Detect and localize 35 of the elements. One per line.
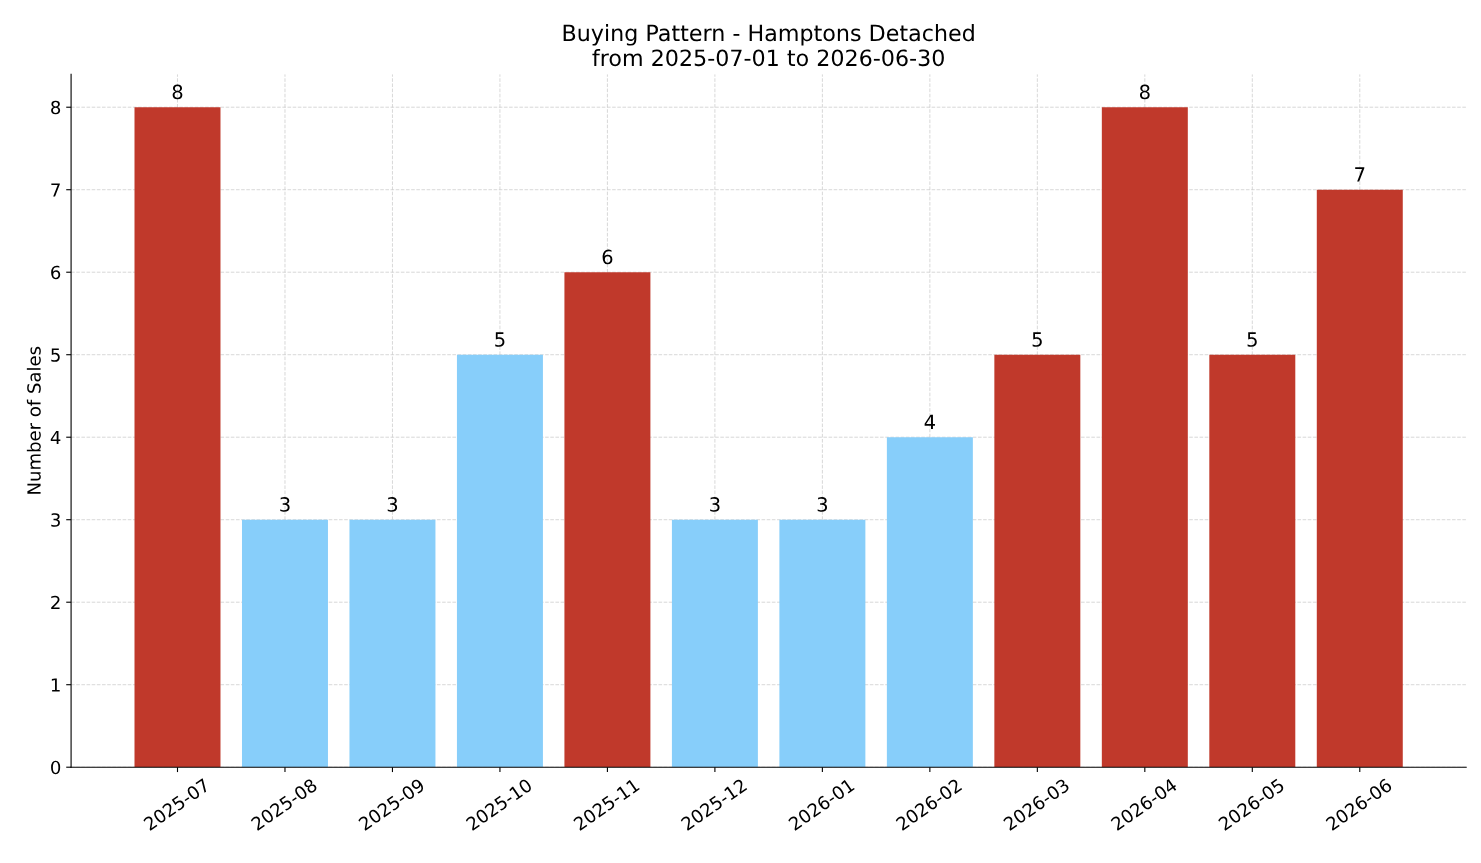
data-label: 8 [172, 84, 183, 100]
y-tick-label: 8 [51, 100, 61, 115]
data-label: 8 [1139, 84, 1150, 100]
data-label: 3 [387, 497, 398, 512]
bar [134, 107, 221, 768]
y-tick-label: 0 [51, 760, 61, 775]
y-tick-label: 2 [51, 595, 60, 610]
bar [779, 519, 866, 768]
data-label: 5 [1032, 332, 1042, 347]
bar [456, 354, 543, 768]
y-tick-label: 1 [51, 678, 60, 692]
data-label: 3 [280, 497, 290, 512]
data-label: 3 [710, 497, 720, 512]
bar [1101, 107, 1188, 768]
y-tick-label: 7 [51, 183, 60, 197]
data-label: 7 [1355, 167, 1365, 182]
bar [1209, 354, 1296, 768]
chart-title: Buying Pattern - Hamptons Detached from 2025-07-01 to 2026-06-30 [563, 24, 974, 67]
data-label: 5 [1247, 332, 1257, 347]
y-axis-title: Number of Sales [26, 346, 41, 494]
bar [994, 354, 1081, 768]
data-label: 4 [924, 414, 935, 429]
data-label: 6 [602, 249, 613, 265]
y-tick-label: 5 [51, 348, 60, 362]
y-tick-label: 4 [50, 430, 61, 445]
y-tick-label: 6 [51, 265, 61, 280]
bar [671, 519, 758, 768]
data-label: 5 [495, 332, 505, 347]
data-label: 3 [817, 497, 828, 512]
y-tick-label: 3 [51, 513, 60, 527]
bar [1316, 189, 1403, 768]
bar [564, 272, 651, 768]
bar [241, 519, 328, 768]
bar [349, 519, 436, 768]
bar [886, 437, 973, 768]
